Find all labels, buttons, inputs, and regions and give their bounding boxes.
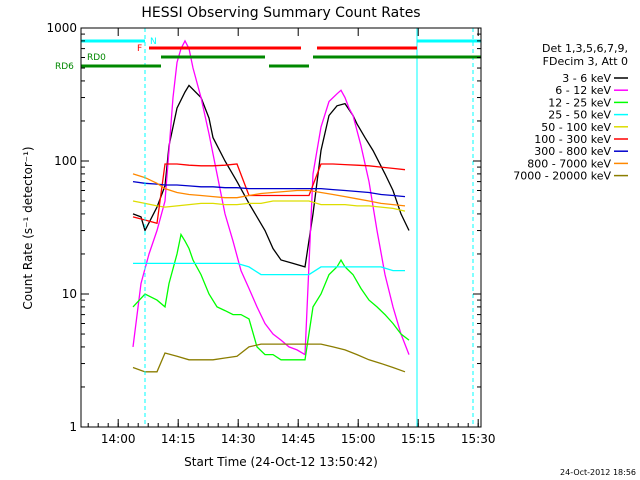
x-tick-label-1: 14:15 [161, 432, 196, 446]
legend-entry-label-5: 100 - 300 keV [534, 133, 611, 146]
legend-entry-label-6: 300 - 800 keV [534, 145, 611, 158]
flag-label-rd6: RD6 [55, 62, 74, 72]
legend-entry-label-4: 50 - 100 keV [541, 121, 611, 134]
footer-timestamp: 24-Oct-2012 18:56 [560, 468, 636, 477]
legend-entry-label-3: 25 - 50 keV [548, 109, 611, 122]
legend: Det 1,3,5,6,7,9, FDecim 3, Att 0 3 - 6 k… [513, 42, 628, 183]
legend-entry-label-0: 3 - 6 keV [562, 72, 611, 85]
legend-header-line-2: FDecim 3, Att 0 [543, 55, 628, 68]
series-line-5 [132, 163, 406, 225]
x-tick-label-2: 14:30 [221, 432, 256, 446]
series-line-3 [133, 262, 405, 276]
y-axis-label: Count Rate (s⁻¹ detector⁻¹) [21, 146, 35, 309]
series-layer [132, 39, 410, 373]
legend-entry-label-1: 6 - 12 keV [555, 84, 611, 97]
x-axis: 14:00 14:15 14:30 14:45 15:00 15:15 15:30 [87, 28, 496, 446]
series-line-7 [132, 173, 406, 207]
y-axis: 1 10 100 1000 [46, 21, 481, 434]
y-tick-label-2: 100 [54, 154, 77, 168]
legend-entry-label-7: 800 - 7000 keV [527, 157, 611, 170]
y-tick-label-0: 1 [69, 420, 77, 434]
series-line-8 [132, 343, 406, 373]
series-line-1 [132, 39, 410, 356]
x-tick-label-6: 15:30 [461, 432, 496, 446]
series-line-6 [132, 180, 406, 198]
x-tick-label-0: 14:00 [101, 432, 136, 446]
vline-layer [80, 28, 474, 427]
x-tick-label-4: 15:00 [341, 432, 376, 446]
legend-entry-label-8: 7000 - 20000 keV [513, 170, 611, 183]
series-line-4 [132, 200, 406, 212]
legend-header-line-1: Det 1,3,5,6,7,9, [542, 42, 628, 55]
series-line-0 [132, 84, 410, 268]
plot-frame [80, 27, 482, 428]
flag-layer: NF RD0 RD6 [55, 37, 481, 72]
legend-entry-label-2: 12 - 25 keV [548, 96, 611, 109]
x-tick-label-5: 15:15 [401, 432, 436, 446]
x-tick-label-3: 14:45 [281, 432, 316, 446]
x-axis-label: Start Time (24-Oct-12 13:50:42) [184, 455, 378, 469]
flag-label-n: N [150, 37, 157, 47]
plot-area: NF RD0 RD6 [55, 27, 482, 428]
y-tick-label-3: 1000 [46, 21, 77, 35]
flag-label-f: F [137, 44, 142, 54]
series-line-2 [132, 232, 410, 361]
y-tick-label-1: 10 [62, 287, 77, 301]
chart-title: HESSI Observing Summary Count Rates [141, 5, 420, 21]
flag-label-rd0: RD0 [87, 53, 106, 63]
